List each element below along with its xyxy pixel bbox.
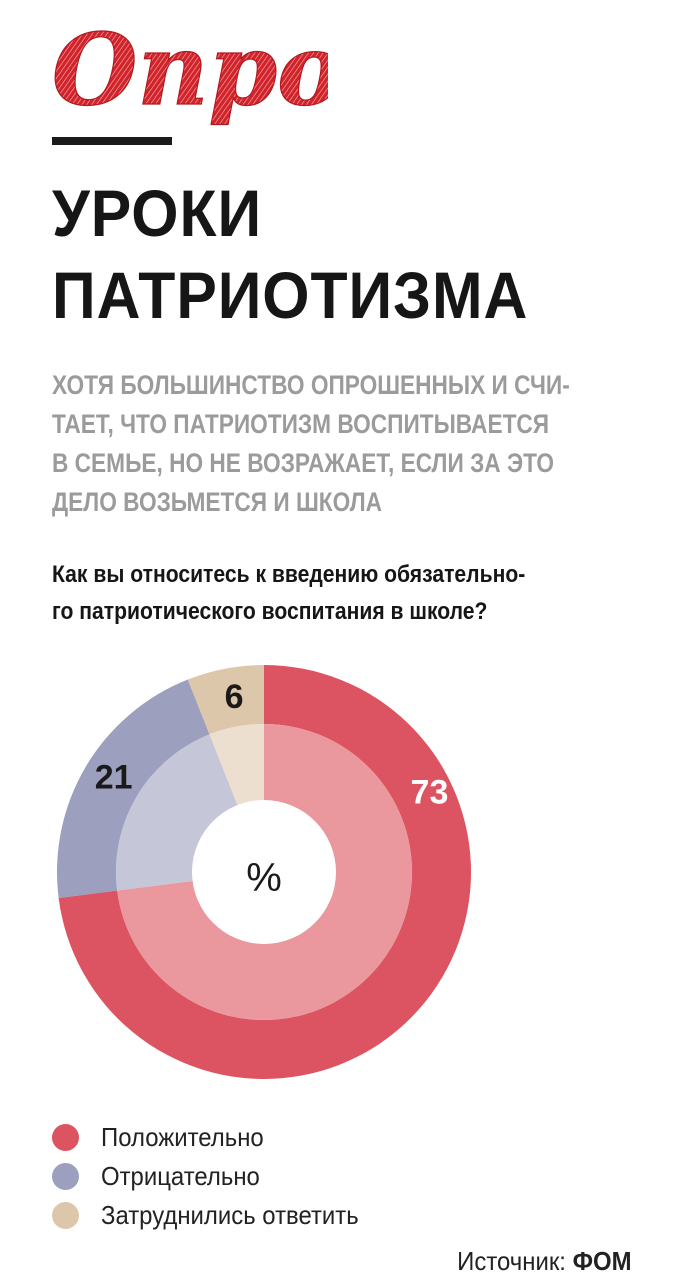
legend-dot-negative <box>52 1163 79 1190</box>
slice-inner-negative <box>115 734 264 891</box>
poll-logo: Опрос <box>48 6 328 126</box>
legend-label-positive: Положительно <box>101 1122 264 1152</box>
value-label-negative: 21 <box>95 759 133 797</box>
lead-line-3: В СЕМЬЕ, НО НЕ ВОЗРАЖАЕТ, ЕСЛИ ЗА ЭТО <box>52 448 555 478</box>
survey-question-line-1: Как вы относитесь к введению обязательно… <box>52 561 526 588</box>
lead-line-1: ХОТЯ БОЛЬШИНСТВО ОПРОШЕННЫХ И СЧИ- <box>52 370 570 400</box>
survey-question: Как вы относитесь к введению обязательно… <box>52 556 633 630</box>
value-label-positive: 73 <box>411 774 449 812</box>
survey-question-line-2: го патриотического воспитания в школе? <box>52 598 488 625</box>
slice-inner-positive <box>117 724 412 1021</box>
slice-outer-negative <box>56 679 210 898</box>
legend-item-positive: Положительно <box>52 1118 381 1157</box>
value-label-undecided: 6 <box>225 678 244 716</box>
page-title: УРОКИ ПАТРИОТИЗМА <box>52 172 604 336</box>
legend-item-negative: Отрицательно <box>52 1157 381 1196</box>
legend-dot-undecided <box>52 1202 79 1229</box>
title-rule <box>52 137 172 145</box>
chart-center-label: % <box>246 856 282 900</box>
legend-label-undecided: Затруднились ответить <box>101 1200 359 1230</box>
chart-center-hole <box>192 800 336 944</box>
slice-outer-undecided <box>187 665 264 735</box>
slice-outer-positive <box>58 665 471 1080</box>
page-title-line-1: УРОКИ <box>52 176 263 250</box>
page-title-line-2: ПАТРИОТИЗМА <box>52 258 529 332</box>
poll-logo-graphic: Опрос <box>51 12 328 126</box>
source-note: Источник: ФОМ <box>458 1246 632 1277</box>
slice-inner-undecided <box>209 724 264 872</box>
legend-label-negative: Отрицательно <box>101 1161 260 1191</box>
legend-item-undecided: Затруднились ответить <box>52 1196 381 1235</box>
legend-dot-positive <box>52 1124 79 1151</box>
lead-line-2: ТАЕТ, ЧТО ПАТРИОТИЗМ ВОСПИТЫВАЕТСЯ <box>52 409 550 439</box>
chart-legend: Положительно Отрицательно Затруднились о… <box>52 1118 381 1235</box>
source-value: ФОМ <box>573 1246 632 1276</box>
lead-line-4: ДЕЛО ВОЗЬМЕТСЯ И ШКОЛА <box>52 487 383 517</box>
poll-logo-text: Опрос <box>52 13 328 126</box>
lead-text: ХОТЯ БОЛЬШИНСТВО ОПРОШЕННЫХ И СЧИ- ТАЕТ,… <box>52 366 573 522</box>
source-label: Источник: <box>457 1246 567 1276</box>
